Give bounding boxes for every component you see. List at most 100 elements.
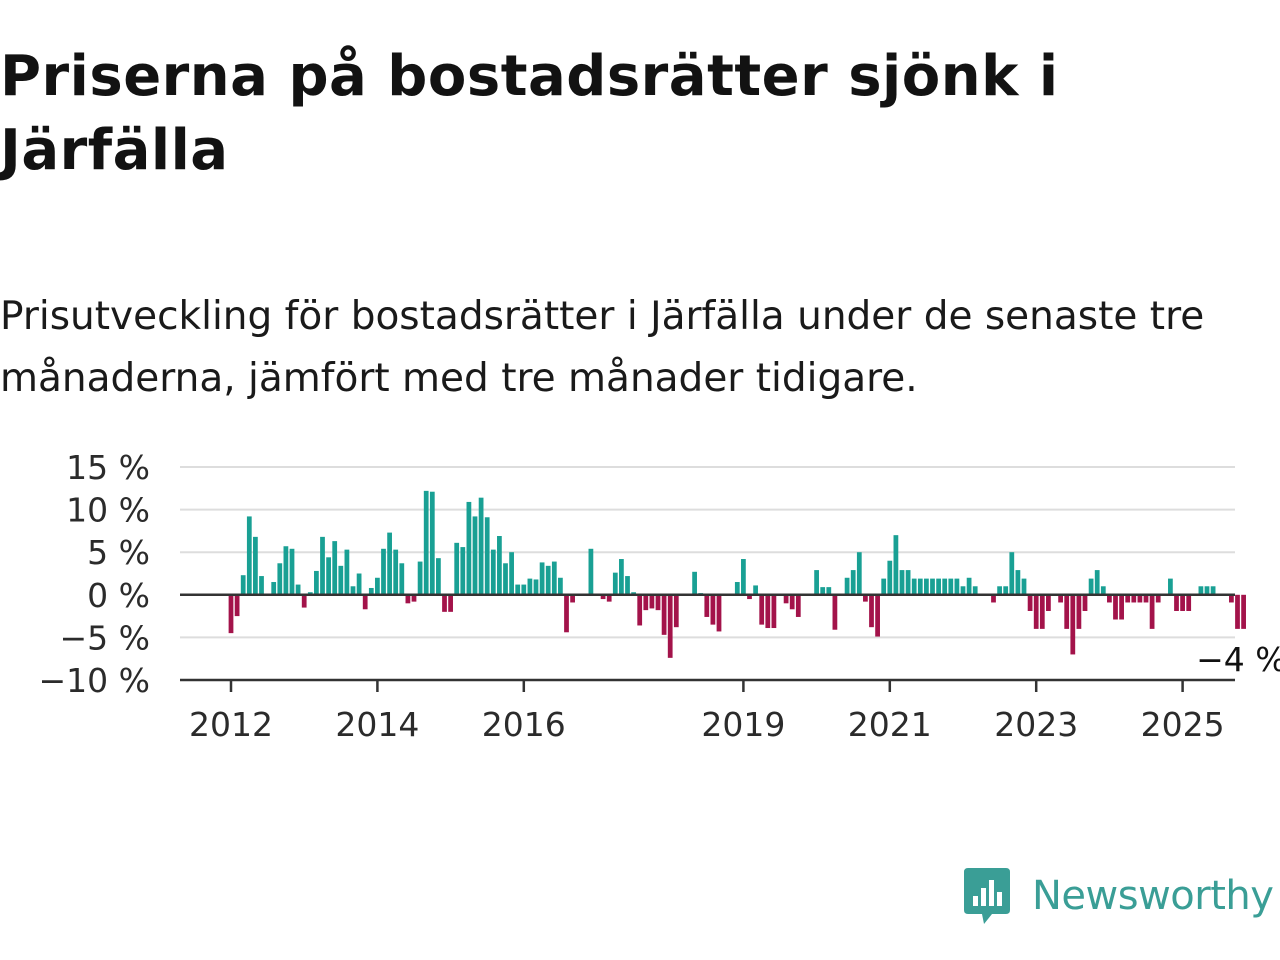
bar [1119,594,1124,620]
bar [484,517,490,595]
bar [533,579,539,595]
bar [253,536,258,595]
grid-lines [180,466,1235,639]
bar [289,548,295,595]
bar [625,576,630,595]
x-tick-label: 2016 [482,705,566,744]
bar [875,594,880,637]
bar [570,594,575,603]
bar [606,594,612,602]
bar [320,536,325,595]
bar [887,560,893,595]
bar [1235,594,1240,629]
bar [564,594,569,633]
y-tick-label: 15 % [66,448,150,487]
bar [905,570,911,595]
bar [844,577,850,595]
bar [1039,594,1045,629]
bar [649,594,655,609]
bar [515,584,521,595]
bar [1107,594,1112,603]
bar [612,572,618,595]
bar [619,559,624,595]
bar [240,575,246,595]
bar [417,561,423,595]
bar [527,578,533,595]
bar [960,586,966,595]
bar [820,587,826,595]
bar [759,594,765,625]
x-tick-label: 2014 [335,705,419,744]
bar [893,535,899,595]
bar [704,594,710,617]
annotations: −4 % [1196,640,1280,679]
bar [1027,594,1033,611]
bar [1241,594,1246,629]
y-tick-label: 5 % [87,533,150,572]
bar [673,594,679,628]
bar [1070,594,1076,655]
bar [1076,594,1082,629]
bar [856,552,862,595]
bar [1113,594,1118,620]
bar [899,570,905,595]
bar [991,594,996,603]
bar [423,490,429,595]
bar [661,594,667,635]
bar [1229,594,1234,603]
bar [692,571,697,595]
y-axis-labels: 15 % 10 %5 % 0 %−5 % −10 % [39,448,151,700]
bar [436,558,441,595]
bar [448,594,453,612]
bar [381,548,386,595]
bar [1180,594,1185,611]
bar [301,594,307,608]
bar [1100,586,1106,595]
bar [509,552,514,595]
bar [911,578,917,595]
bar [1210,586,1216,595]
brand-logo: Newsworthy [962,864,1274,928]
bar [1149,594,1155,629]
chart-title: Priserna på bostadsrätter sjönk i Järfäl… [0,44,1059,183]
bar [1015,570,1021,595]
bar [795,594,801,617]
bar [460,547,466,595]
bar [1033,594,1039,629]
bar [375,577,380,595]
brand-name: Newsworthy [1032,873,1274,919]
bar [411,594,417,602]
bar [539,562,545,595]
bar [948,578,954,595]
bar [429,491,435,595]
bar [356,573,362,595]
bar [405,594,411,604]
bar [1003,586,1009,595]
bar [1125,594,1131,603]
bar [332,541,338,595]
bar [338,565,344,595]
bar [362,594,368,610]
axes [180,593,1235,692]
bar [1168,578,1173,595]
bar [924,578,929,595]
last-value-label: −4 % [1196,640,1280,679]
bar [863,594,868,602]
bar [637,594,643,626]
bar [917,578,923,595]
bar-series [228,490,1246,658]
bar [368,587,374,595]
y-tick-label: 0 % [87,576,150,615]
bar [655,594,661,611]
x-tick-label: 2023 [994,705,1078,744]
bar [1155,594,1161,603]
bar [472,516,478,595]
bar [631,592,636,595]
y-tick-label: −10 % [39,661,151,700]
bar [326,557,331,595]
bar [936,578,941,595]
bar [490,549,496,595]
bar [307,592,313,595]
bar [277,563,283,595]
bar [1204,586,1210,595]
